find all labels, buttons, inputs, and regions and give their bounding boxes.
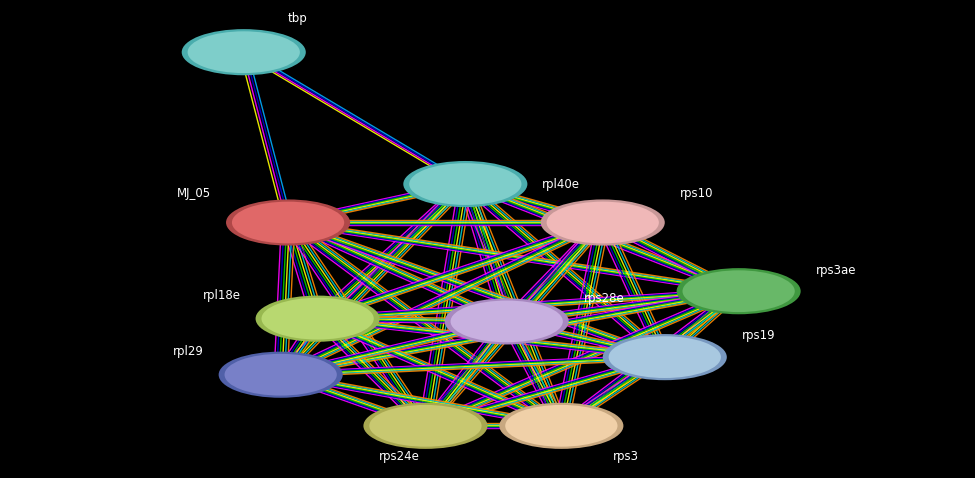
Circle shape <box>682 271 795 312</box>
Text: rpl18e: rpl18e <box>203 289 241 302</box>
Text: rps19: rps19 <box>742 329 775 342</box>
Text: rps3ae: rps3ae <box>815 264 856 277</box>
Circle shape <box>547 202 659 243</box>
Circle shape <box>218 352 343 398</box>
Circle shape <box>404 161 527 207</box>
Text: rps24e: rps24e <box>378 449 419 463</box>
Text: rps28e: rps28e <box>583 292 624 305</box>
Circle shape <box>226 199 350 246</box>
Circle shape <box>224 354 336 396</box>
Circle shape <box>505 405 617 446</box>
Circle shape <box>410 163 522 205</box>
Text: tbp: tbp <box>288 11 308 25</box>
Circle shape <box>232 202 344 243</box>
Circle shape <box>445 298 568 345</box>
Circle shape <box>677 268 800 314</box>
Circle shape <box>255 295 379 342</box>
Circle shape <box>187 32 300 73</box>
Text: rps3: rps3 <box>613 449 639 463</box>
Text: rpl40e: rpl40e <box>542 177 580 191</box>
Circle shape <box>450 301 563 342</box>
Circle shape <box>541 199 665 246</box>
Circle shape <box>603 334 726 380</box>
Text: rpl29: rpl29 <box>173 345 204 358</box>
Circle shape <box>608 336 721 378</box>
Text: MJ_05: MJ_05 <box>177 187 212 200</box>
Circle shape <box>364 403 488 449</box>
Circle shape <box>181 29 306 75</box>
Text: rps10: rps10 <box>680 187 713 200</box>
Circle shape <box>261 298 373 339</box>
Circle shape <box>370 405 482 446</box>
Circle shape <box>499 403 623 449</box>
